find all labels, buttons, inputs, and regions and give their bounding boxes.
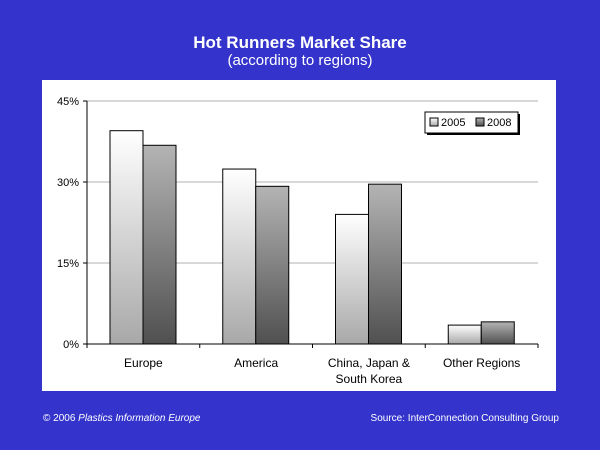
x-category-label: America (234, 356, 278, 370)
legend-swatch-2008 (475, 117, 485, 127)
legend-label-2008: 2008 (487, 117, 511, 129)
legend-swatch-2005 (429, 117, 439, 127)
legend-box (424, 111, 519, 134)
bar-2005-0 (109, 130, 144, 345)
bar-2008-1 (255, 185, 290, 345)
copyright-source: Plastics Information Europe (78, 413, 201, 424)
chart-panel: 0% 15% 30% 45% Europe America China, Japan & So… (42, 80, 556, 391)
legend-label-2005: 2005 (441, 117, 465, 129)
x-category-label: Europe (124, 356, 163, 370)
bar-2005-1 (222, 168, 257, 345)
bar-2008-2 (368, 183, 402, 345)
y-tick-label: 0% (63, 339, 79, 351)
source-text: Source: InterConnection Consulting Group (370, 413, 559, 424)
bar-2008-0 (142, 144, 177, 345)
bar-2008-3 (480, 321, 515, 345)
bar-2005-2 (335, 213, 369, 345)
chart-title: Hot Runners Market Share (193, 33, 407, 52)
copyright-text: © 2006 Plastics Information Europe (43, 413, 200, 424)
x-category-label: Other Regions (443, 356, 520, 370)
y-tick-label: 15% (57, 258, 79, 270)
y-tick-label: 30% (57, 177, 79, 189)
chart-subtitle: (according to regions) (227, 52, 373, 69)
copyright-prefix: © 2006 (43, 413, 79, 424)
x-category-label: South Korea (336, 372, 403, 386)
bar-2005-3 (447, 324, 482, 345)
y-tick-label: 45% (57, 96, 79, 108)
bar-chart: 0% 15% 30% 45% Europe America China, Japan & So… (57, 96, 539, 386)
x-category-label: China, Japan & (328, 356, 410, 370)
